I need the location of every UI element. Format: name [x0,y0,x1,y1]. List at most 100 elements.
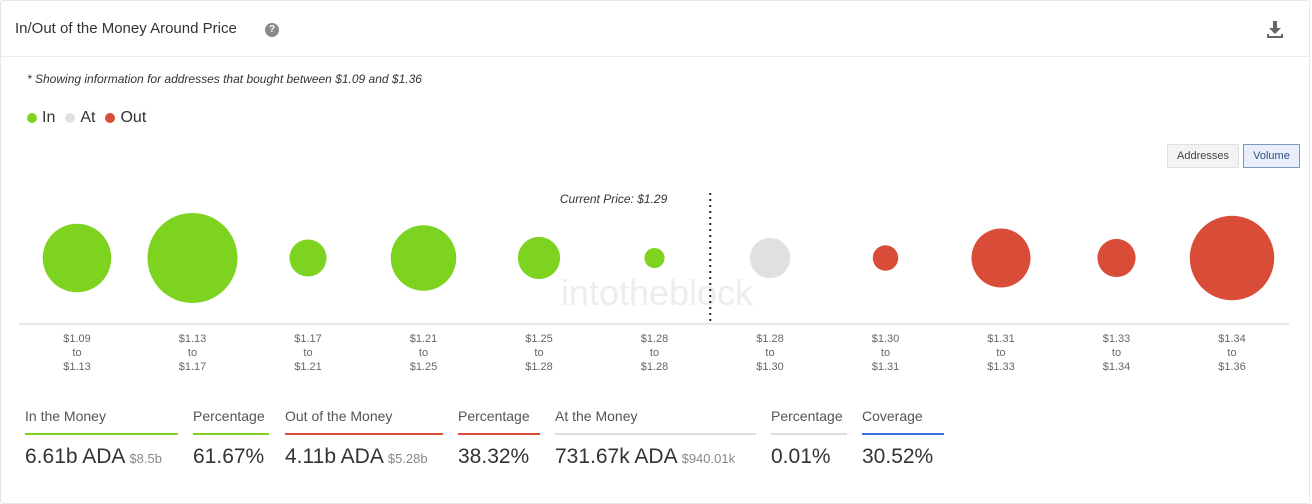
stat-usd-value: $8.5b [129,451,162,466]
stat-underline [771,433,847,435]
stat-at-the-money: At the Money 731.67k ADA $940.01k [555,405,756,469]
legend-item-out[interactable]: Out [105,109,146,127]
stat-underline [862,433,944,435]
bubble-in [42,223,112,293]
tick-label-line: $1.28 [525,361,553,373]
tick-label-line: $1.33 [987,361,1015,373]
stat-value: 6.61b ADA $8.5b [25,445,178,469]
tick-label-line: $1.28 [641,361,669,373]
stat-underline [285,433,443,435]
stat-usd-value: $5.28b [387,451,428,466]
stat-label: Out of the Money [285,408,393,424]
tick-label-line: $1.34 [1103,361,1131,373]
stat-in-the-money: In the Money 6.61b ADA $8.5b [25,405,178,469]
tick-label-line: $1.31 [872,361,900,373]
stat-label: In the Money [25,408,106,424]
bubble-in [390,225,457,291]
tick-label-line: to [419,347,428,359]
stat-label: Coverage [862,408,923,424]
legend-dot-in [27,113,37,123]
tick-label-line: $1.25 [410,361,438,373]
tick-label: $1.21 to $1.25 [410,333,438,373]
tick-label-line: $1.25 [525,333,553,345]
tick-label-line: to [996,347,1005,359]
tick-label: $1.25 to $1.28 [525,333,553,373]
tick-label-line: to [188,347,197,359]
tick-label: $1.33 to $1.34 [1103,333,1131,373]
tick-label-line: $1.31 [987,333,1015,345]
stat-main-value: 4.11b ADA [285,445,384,468]
tick-label-line: $1.33 [1103,333,1131,345]
tick-label-line: $1.21 [410,333,438,345]
legend-item-in[interactable]: In [27,109,55,127]
tick-label-line: $1.17 [179,361,207,373]
tick-label-line: $1.13 [63,361,91,373]
stat-underline [193,433,269,435]
addresses-toggle-button[interactable]: Addresses [1167,144,1239,168]
tick-label: $1.28 to $1.30 [756,333,784,373]
bubble-in [289,239,327,277]
tick-label-line: $1.28 [756,333,784,345]
stat-coverage: Coverage 30.52% [862,405,944,469]
stat-value: 4.11b ADA $5.28b [285,445,443,469]
stat-usd-value: $940.01k [681,451,736,466]
stat-in-percentage: Percentage 61.67% [193,405,269,469]
bubble-out [1097,238,1136,278]
tick-label-line: to [765,347,774,359]
stat-value: 0.01% [771,445,831,468]
tick-label-line: to [303,347,312,359]
bubble-in [644,247,665,269]
tick-label-line: to [1227,347,1236,359]
widget-title: In/Out of the Money Around Price [15,20,237,37]
bubble-out [872,245,899,271]
tick-label-line: $1.28 [641,333,669,345]
tick-label-line: $1.21 [294,361,322,373]
stats-row: In the Money 6.61b ADA $8.5b Percentage 6… [1,405,1312,485]
stat-value: 61.67% [193,445,265,468]
bubble-out [971,228,1031,288]
tick-label-line: $1.13 [179,333,207,345]
legend-label-at: At [80,109,96,126]
tick-label: $1.30 to $1.31 [872,333,900,373]
legend-dot-out [105,113,116,123]
stat-main-value: 731.67k ADA [555,445,678,468]
stat-label: Percentage [771,408,843,424]
download-icon[interactable] [1265,19,1285,39]
tick-label: $1.28 to $1.28 [641,333,669,373]
stat-main-value: 6.61b ADA [25,445,126,468]
tick-label: $1.17 to $1.21 [294,333,322,373]
stat-value: 38.32% [458,445,530,468]
stat-label: Percentage [458,408,530,424]
tick-label-line: to [650,347,659,359]
stat-at-percentage: Percentage 0.01% [771,405,847,469]
bubble-out [1189,215,1275,301]
tick-label-line: to [534,347,543,359]
bubble-at [749,237,791,279]
stat-out-of-the-money: Out of the Money 4.11b ADA $5.28b [285,405,443,469]
legend-item-at[interactable]: At [65,109,95,127]
stat-underline [555,433,756,435]
tick-label-line: to [1112,347,1121,359]
legend-label-in: In [42,109,56,126]
chart-legend: In At Out [27,109,156,127]
tick-label-line: $1.36 [1218,361,1246,373]
tick-label-line: $1.17 [294,333,322,345]
tick-label: $1.13 to $1.17 [179,333,207,373]
legend-label-out: Out [120,109,147,126]
stat-underline [458,433,540,435]
widget-header: In/Out of the Money Around Price ? [1,1,1311,57]
question-circle-icon[interactable]: ? [265,23,279,37]
stat-out-percentage: Percentage 38.32% [458,405,540,469]
current-price-label: Current Price: $1.29 [560,192,668,206]
tick-label: $1.09 to $1.13 [63,333,91,373]
bubble-in [147,213,238,303]
tick-label-line: to [72,347,81,359]
tick-label: $1.34 to $1.36 [1218,333,1246,373]
tick-label-line: $1.34 [1218,333,1246,345]
volume-toggle-button[interactable]: Volume [1243,144,1300,168]
legend-dot-at [65,113,76,123]
stat-value: 731.67k ADA $940.01k [555,445,756,469]
bubble-in [517,236,561,280]
